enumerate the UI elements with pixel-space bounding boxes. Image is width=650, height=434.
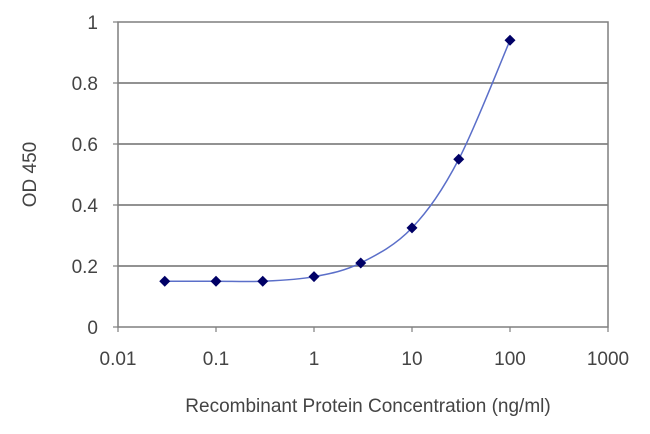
x-tick-label: 1 (309, 349, 320, 370)
x-tick-label: 10 (401, 349, 422, 370)
data-point (355, 257, 367, 269)
data-point (504, 34, 516, 46)
plot-area-frame (117, 21, 609, 328)
y-tick-label: 0.4 (72, 196, 99, 217)
grid-lines (118, 82, 608, 267)
y-tick-label: 0.2 (72, 257, 98, 278)
y-tick-label: 0.6 (72, 135, 98, 156)
data-point (453, 153, 465, 165)
data-point (159, 275, 171, 287)
y-tick-label: 1 (87, 13, 98, 34)
x-axis-ticks: 0.01 0.1 1 10 100 1000 (100, 327, 629, 370)
y-axis-ticks: 0 0.2 0.4 0.6 0.8 1 (72, 13, 118, 339)
data-points (159, 34, 516, 287)
y-tick-label: 0 (87, 318, 98, 339)
x-tick-label: 0.01 (100, 349, 137, 370)
data-point (308, 271, 320, 283)
x-tick-label: 1000 (587, 349, 629, 370)
y-axis-title: OD 450 (20, 142, 41, 207)
x-tick-label: 100 (494, 349, 526, 370)
data-point (210, 275, 222, 287)
y-tick-label: 0.8 (72, 74, 98, 95)
data-point (257, 275, 269, 287)
data-point (406, 222, 418, 234)
x-axis-title: Recombinant Protein Concentration (ng/ml… (185, 396, 550, 417)
x-tick-label: 0.1 (203, 349, 229, 370)
